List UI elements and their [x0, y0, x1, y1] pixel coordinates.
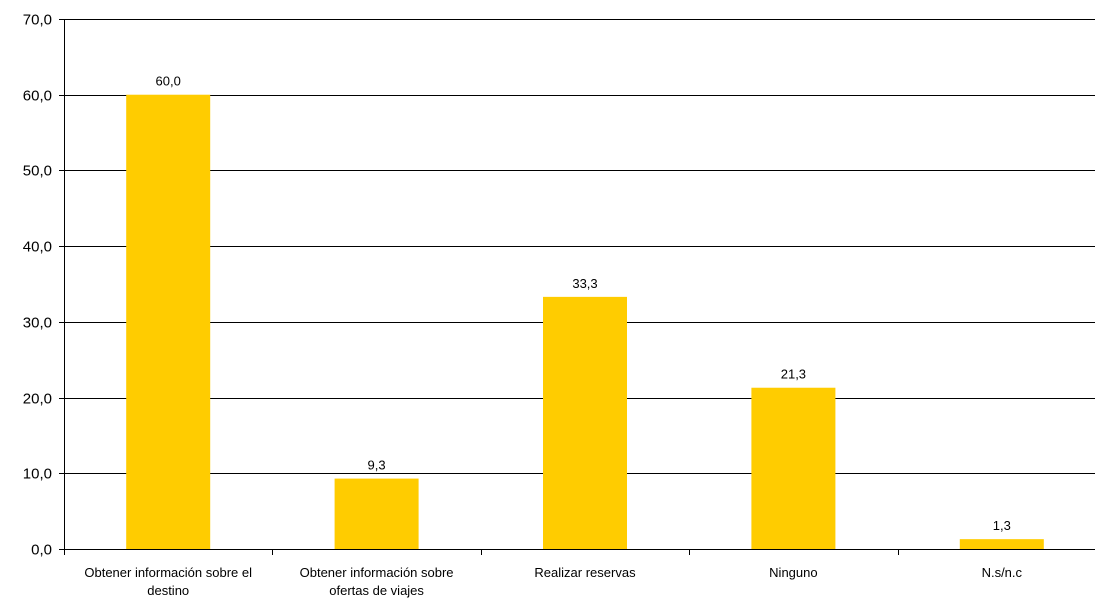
bar [334, 478, 419, 549]
x-tick-label: Ninguno [769, 565, 817, 580]
y-tick-label: 20,0 [23, 391, 52, 408]
bar [959, 539, 1044, 549]
bars [126, 94, 1044, 549]
bar [543, 296, 627, 549]
y-tick-label: 70,0 [23, 12, 52, 29]
x-tick-label: Obtener información sobre [300, 565, 454, 580]
x-tick-label: Realizar reservas [534, 565, 636, 580]
x-tick-label: Obtener información sobre el [84, 565, 252, 580]
x-tick-label: destino [147, 583, 189, 598]
y-tick-label: 0,0 [31, 542, 52, 559]
data-label: 33,3 [572, 276, 597, 291]
y-tick-label: 60,0 [23, 88, 52, 105]
axes [59, 19, 1095, 555]
data-label: 9,3 [368, 458, 386, 473]
data-label: 21,3 [781, 367, 806, 382]
data-label: 1,3 [993, 518, 1011, 533]
y-tick-label: 40,0 [23, 239, 52, 256]
x-tick-label: ofertas de viajes [329, 583, 424, 598]
labels: 0,0 10,0 20,0 30,0 40,0 50,0 60,0 70,0 60,0 Obten… [23, 12, 1023, 599]
bar [126, 94, 211, 549]
bar [751, 387, 836, 549]
data-label: 60,0 [156, 74, 181, 89]
y-tick-label: 50,0 [23, 163, 52, 180]
y-tick-label: 10,0 [23, 466, 52, 483]
x-tick-label: N.s/n.c [982, 565, 1023, 580]
y-tick-label: 30,0 [23, 315, 52, 332]
